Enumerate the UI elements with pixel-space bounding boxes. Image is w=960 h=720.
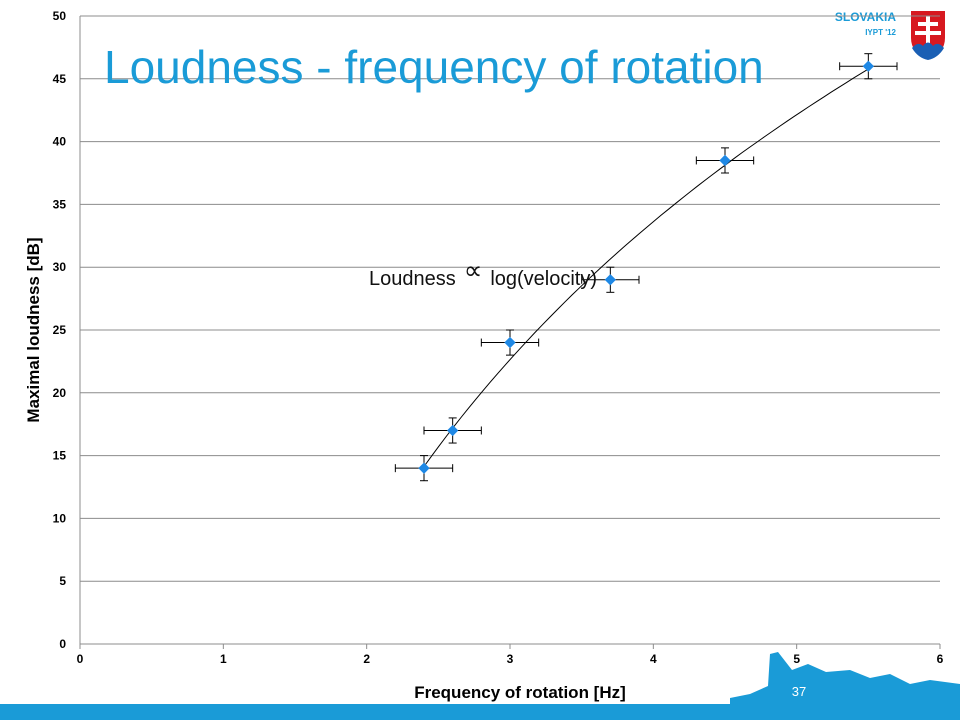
annotation-left: Loudness: [369, 268, 456, 290]
x-tick-label: 5: [793, 652, 800, 666]
x-tick-label: 0: [77, 652, 84, 666]
log-trendline: [423, 68, 869, 467]
data-point: [504, 336, 516, 349]
slide-title: Loudness - frequency of rotation: [104, 41, 764, 93]
page-number: 37: [791, 684, 807, 699]
y-tick-label: 0: [59, 637, 66, 651]
coat-of-arms-icon: [909, 9, 947, 62]
y-tick-label: 10: [53, 511, 67, 525]
x-tick-label: 4: [650, 652, 657, 666]
x-tick-label: 3: [507, 652, 514, 666]
y-tick-label: 5: [59, 574, 66, 588]
x-tick-label: 1: [220, 652, 227, 666]
y-tick-label: 45: [53, 72, 67, 86]
y-tick-label: 40: [53, 135, 67, 149]
chart-grid: [80, 15, 940, 582]
proportional-symbol: ∝: [463, 255, 483, 285]
slovakia-iypt-badge: SLOVAKIA IYPT '12: [834, 8, 954, 66]
y-tick-label: 35: [53, 197, 67, 211]
annotation-right: log(velocity): [490, 268, 598, 290]
data-point: [418, 462, 430, 474]
y-tick-label: 20: [53, 386, 67, 400]
mountain-silhouette: [730, 652, 960, 710]
x-axis-title: Frequency of rotation [Hz]: [414, 683, 626, 702]
y-tick-label: 50: [53, 9, 67, 23]
chart-trendline: [423, 68, 869, 467]
footer-bar: [0, 704, 960, 720]
badge-event: IYPT '12: [865, 28, 896, 37]
badge-country: SLOVAKIA: [834, 10, 896, 24]
data-point: [604, 274, 616, 286]
chart-axes: [79, 16, 941, 649]
y-axis-title: Maximal loudness [dB]: [24, 237, 43, 422]
y-tick-label: 15: [53, 449, 67, 463]
y-tick-label: 25: [53, 323, 67, 337]
x-tick-label: 6: [937, 652, 944, 666]
proportionality-annotation: Loudness ∝ log(velocity): [369, 255, 598, 292]
chart-points: [394, 53, 898, 482]
data-point: [719, 154, 731, 167]
x-tick-label: 2: [363, 652, 370, 666]
data-point: [447, 424, 459, 437]
y-tick-label: 30: [53, 260, 67, 274]
data-point: [862, 60, 874, 72]
